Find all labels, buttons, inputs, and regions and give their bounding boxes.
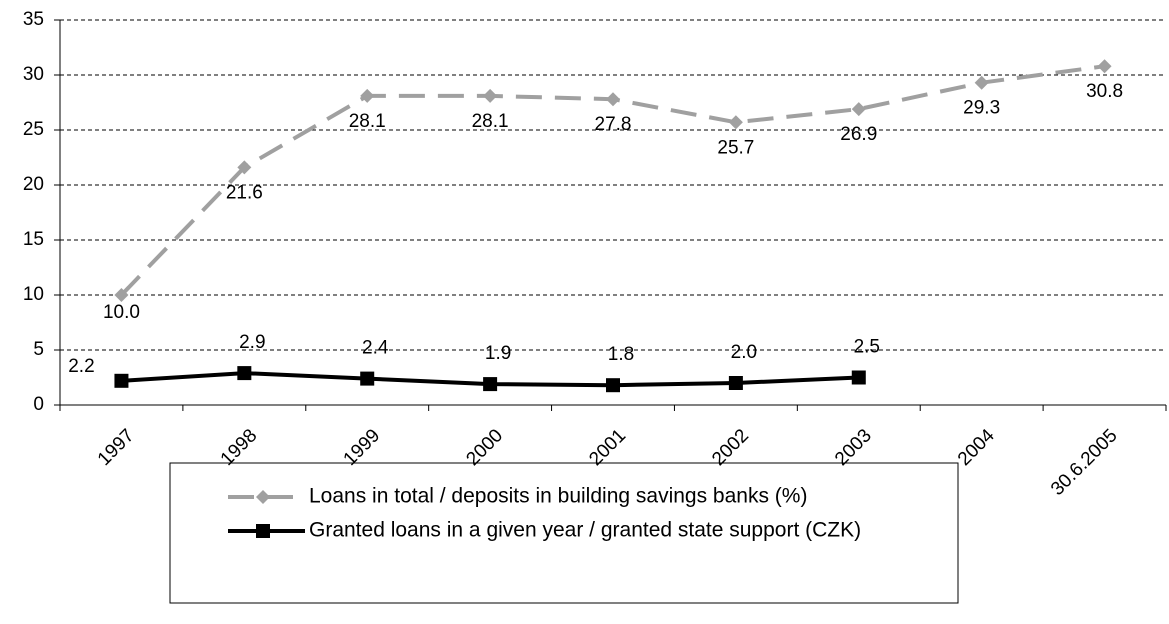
legend-marker <box>256 524 270 538</box>
data-point <box>114 288 129 302</box>
data-label: 21.6 <box>226 182 263 203</box>
data-point <box>114 373 129 388</box>
data-label: 2.2 <box>68 356 94 377</box>
y-tick-label: 20 <box>23 174 44 195</box>
data-point <box>851 102 866 117</box>
data-label: 2.5 <box>854 337 880 358</box>
y-tick-label: 0 <box>33 394 44 415</box>
x-tick-label: 2004 <box>954 425 999 470</box>
data-label: 28.1 <box>472 111 509 132</box>
legend-box <box>169 462 959 604</box>
data-point <box>974 75 989 90</box>
data-point <box>360 88 375 103</box>
data-label: 2.0 <box>731 342 757 363</box>
data-label: 26.9 <box>840 124 877 145</box>
data-label: 28.1 <box>349 111 386 132</box>
data-label: 10.0 <box>103 302 140 323</box>
data-label: 2.9 <box>239 332 265 353</box>
data-point <box>360 371 375 386</box>
data-label: 27.8 <box>595 114 632 135</box>
data-label: 30.8 <box>1086 81 1123 102</box>
data-label: 2.4 <box>362 338 389 359</box>
y-tick-label: 5 <box>33 339 44 360</box>
data-label: 29.3 <box>963 98 1000 119</box>
data-label: 25.7 <box>717 137 754 158</box>
x-tick-label: 30.6.2005 <box>1047 425 1122 500</box>
y-tick-label: 25 <box>23 119 44 140</box>
y-tick-label: 15 <box>23 229 44 250</box>
data-point <box>728 376 743 390</box>
data-point <box>1097 59 1112 74</box>
y-tick-label: 35 <box>23 9 44 30</box>
legend-marker <box>256 490 270 504</box>
data-point <box>606 378 620 393</box>
data-point <box>606 92 620 107</box>
data-point <box>483 88 498 103</box>
data-label: 1.8 <box>608 344 634 365</box>
legend-label: Granted loans in a given year / granted … <box>309 519 861 542</box>
data-point <box>237 366 252 381</box>
data-point <box>237 160 252 175</box>
data-label: 1.9 <box>485 343 511 364</box>
data-point <box>483 377 498 392</box>
data-point <box>851 370 866 385</box>
x-tick-label: 1997 <box>94 425 139 470</box>
y-tick-label: 30 <box>23 64 44 85</box>
data-point <box>728 115 743 130</box>
legend-label: Loans in total / deposits in building sa… <box>309 485 807 508</box>
y-tick-label: 10 <box>23 284 44 305</box>
